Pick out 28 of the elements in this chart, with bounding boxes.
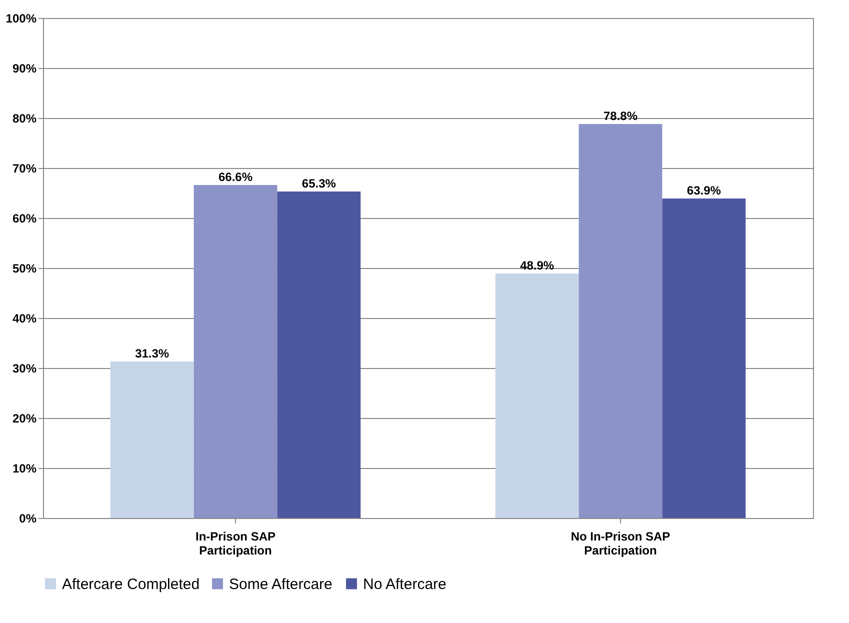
- y-tick-label: 80%: [12, 112, 37, 126]
- bar: [110, 362, 194, 518]
- legend-label: No Aftercare: [363, 576, 446, 593]
- legend-label: Some Aftercare: [229, 576, 332, 593]
- y-tick-label: 100%: [6, 12, 37, 26]
- bar: [194, 185, 278, 518]
- bar: [578, 124, 662, 518]
- data-label: 31.3%: [135, 346, 170, 360]
- bar: [277, 192, 361, 518]
- legend-label: Aftercare Completed: [62, 576, 200, 593]
- y-tick-label: 50%: [12, 262, 37, 276]
- data-label: 48.9%: [520, 258, 554, 272]
- data-label: 66.6%: [218, 170, 253, 184]
- y-tick-label: 90%: [12, 62, 37, 76]
- y-tick-label: 10%: [12, 462, 37, 476]
- y-tick-label: 70%: [12, 162, 37, 176]
- bar: [495, 274, 579, 518]
- data-label: 65.3%: [302, 176, 336, 190]
- data-label: 78.8%: [603, 109, 638, 123]
- y-tick-label: 60%: [12, 212, 37, 226]
- data-label: 63.9%: [686, 184, 722, 198]
- y-tick-label: 0%: [19, 512, 37, 526]
- y-tick-label: 30%: [12, 362, 37, 376]
- x-tick-label: No In-Prison SAP Participation: [570, 530, 670, 558]
- y-tick-label: 40%: [12, 312, 37, 326]
- y-tick-label: 20%: [12, 412, 37, 426]
- bar: [662, 198, 746, 518]
- x-tick-label: In-Prison SAP Participation: [195, 530, 276, 558]
